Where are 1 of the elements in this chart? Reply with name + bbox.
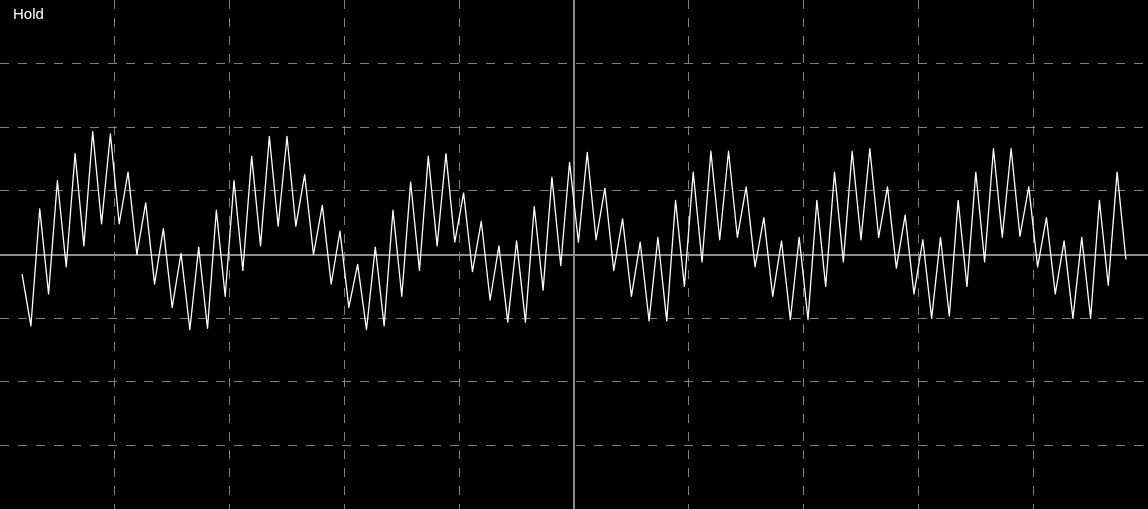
text: Hold (13, 5, 44, 22)
